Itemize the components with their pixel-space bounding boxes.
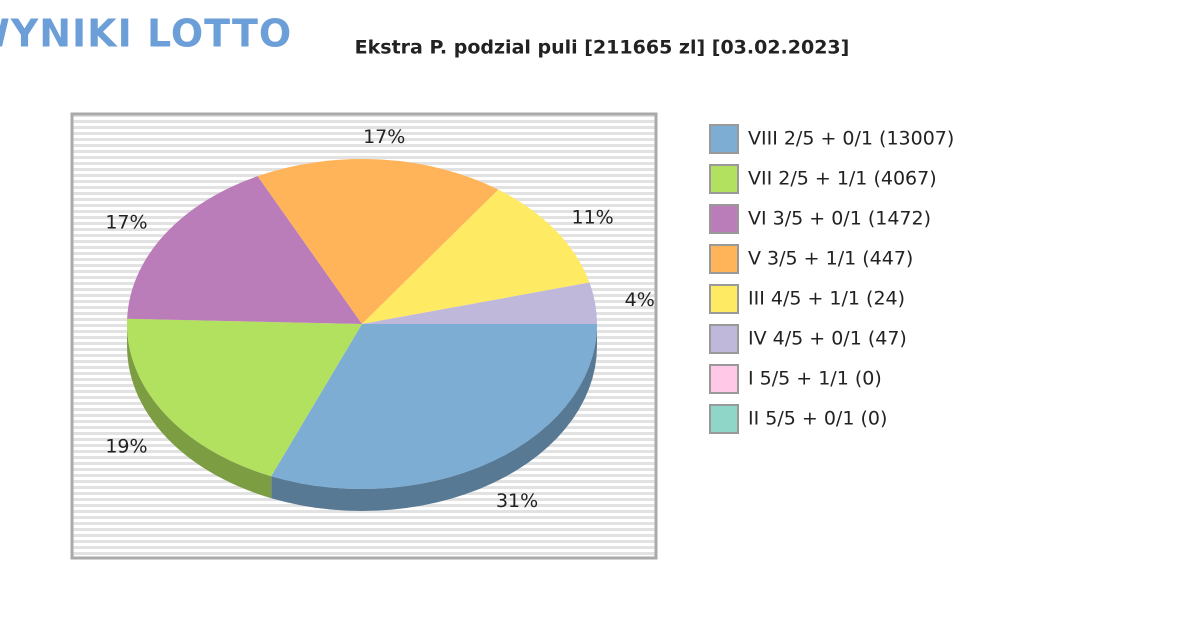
legend-swatch (709, 204, 739, 234)
legend-label: II 5/5 + 0/1 (0) (748, 408, 887, 430)
data-label: 11% (572, 206, 614, 228)
slice (271, 324, 597, 489)
data-label: 17% (363, 126, 405, 148)
legend-swatch (709, 404, 739, 434)
legend-swatch (709, 164, 739, 194)
legend-swatch (709, 284, 739, 314)
legend-swatch (709, 324, 739, 354)
slice-side (127, 324, 272, 499)
slice-side (271, 324, 597, 511)
legend: VIII 2/5 + 0/1 (13007) VII 2/5 + 1/1 (406… (709, 124, 954, 434)
legend-swatch (709, 124, 739, 154)
logo: WYNIKI LOTTO (0, 12, 292, 56)
data-label: 31% (496, 490, 538, 512)
legend-label: VIII 2/5 + 0/1 (13007) (748, 128, 954, 150)
legend-label: VI 3/5 + 0/1 (1472) (748, 208, 931, 230)
legend-swatch (709, 364, 739, 394)
legend-label: I 5/5 + 1/1 (0) (748, 368, 882, 390)
data-label: 19% (105, 436, 147, 458)
slice (362, 189, 590, 324)
legend-label: V 3/5 + 1/1 (447) (748, 248, 913, 270)
slice (127, 318, 362, 477)
chart-title: Ekstra P. podzial puli [211665 zl] [03.0… (355, 37, 850, 59)
legend-label: IV 4/5 + 0/1 (47) (748, 328, 907, 350)
legend-label: VII 2/5 + 1/1 (4067) (748, 168, 937, 190)
legend-swatch (709, 244, 739, 274)
slice (257, 158, 499, 324)
slice (127, 176, 362, 324)
pie: 31% 19% 17% 17% 11% 4% (105, 126, 654, 512)
legend-label: III 4/5 + 1/1 (24) (748, 288, 905, 310)
data-label: 17% (105, 211, 147, 233)
data-label: 4% (625, 289, 655, 311)
slice (362, 282, 597, 324)
